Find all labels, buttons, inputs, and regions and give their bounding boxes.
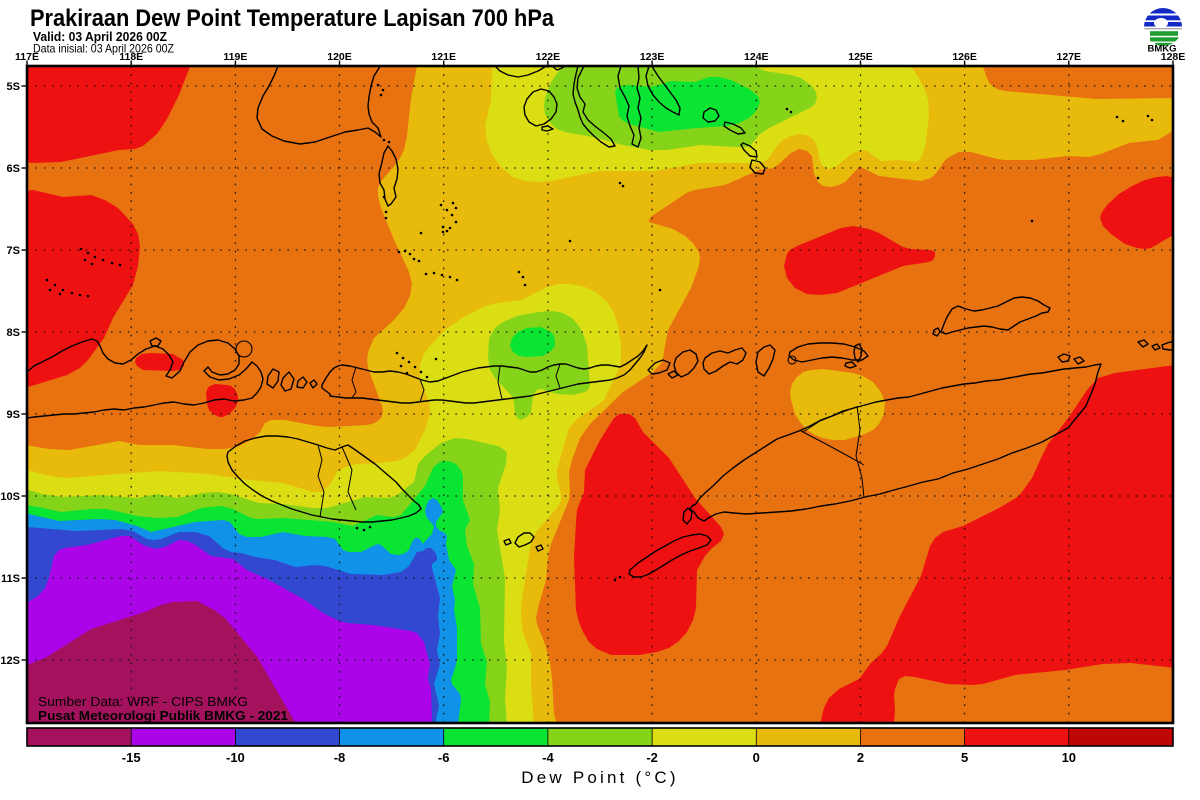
svg-text:0: 0	[753, 750, 760, 765]
svg-text:9S: 9S	[7, 409, 20, 421]
svg-text:-4: -4	[542, 750, 554, 765]
svg-text:-15: -15	[122, 750, 141, 765]
svg-text:128E: 128E	[1161, 51, 1186, 63]
svg-text:10: 10	[1062, 750, 1076, 765]
svg-text:Valid: 03 April 2026 00Z: Valid: 03 April 2026 00Z	[33, 29, 167, 44]
svg-text:122E: 122E	[536, 51, 561, 63]
svg-text:7S: 7S	[7, 245, 20, 257]
svg-text:119E: 119E	[223, 51, 247, 63]
svg-text:12S: 12S	[0, 655, 20, 667]
svg-text:126E: 126E	[952, 51, 977, 63]
svg-text:117E: 117E	[15, 51, 39, 63]
svg-text:-2: -2	[646, 750, 658, 765]
svg-text:11S: 11S	[1, 573, 20, 585]
svg-text:118E: 118E	[119, 51, 143, 63]
svg-text:6S: 6S	[7, 163, 20, 175]
svg-text:-6: -6	[438, 750, 450, 765]
svg-text:Pusat Meteorologi Publik BMKG: Pusat Meteorologi Publik BMKG - 2021	[38, 708, 288, 723]
svg-text:124E: 124E	[744, 51, 769, 63]
svg-text:125E: 125E	[848, 51, 873, 63]
svg-text:-10: -10	[226, 750, 245, 765]
svg-text:121E: 121E	[431, 51, 456, 63]
svg-text:Dew Point (°C): Dew Point (°C)	[521, 768, 678, 787]
svg-text:Prakiraan Dew Point Temperatur: Prakiraan Dew Point Temperature Lapisan …	[30, 5, 555, 32]
svg-text:Data inisial: 03 April 2026 00: Data inisial: 03 April 2026 00Z	[33, 42, 174, 56]
svg-text:2: 2	[857, 750, 864, 765]
svg-text:5: 5	[961, 750, 968, 765]
svg-text:Sumber Data: WRF - CIPS BMKG: Sumber Data: WRF - CIPS BMKG	[38, 695, 248, 709]
svg-text:10S: 10S	[0, 491, 20, 503]
svg-text:-8: -8	[334, 750, 346, 765]
svg-text:120E: 120E	[327, 51, 352, 63]
svg-text:8S: 8S	[7, 327, 20, 339]
svg-text:123E: 123E	[640, 51, 665, 63]
svg-text:127E: 127E	[1057, 51, 1082, 63]
svg-text:BMKG: BMKG	[1147, 44, 1176, 55]
svg-text:5S: 5S	[7, 81, 20, 93]
